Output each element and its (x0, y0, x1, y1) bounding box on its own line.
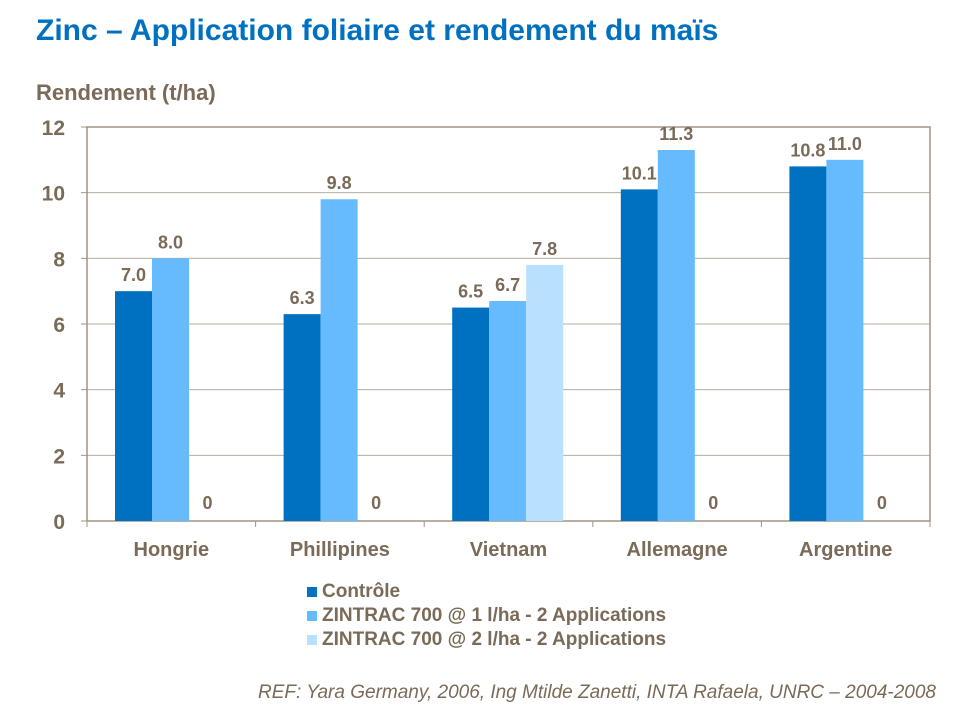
y-axis-label: Rendement (t/ha) (36, 80, 216, 105)
x-tick-label: Phillipines (290, 539, 390, 561)
data-label: 7.0 (121, 265, 146, 285)
data-label: 11.3 (659, 124, 693, 144)
data-label: 7.8 (532, 239, 557, 259)
bar (657, 149, 695, 521)
x-tick-label: Argentine (799, 539, 892, 561)
y-tick-label: 6 (53, 314, 65, 337)
legend-swatch (307, 611, 317, 621)
legend-label: ZINTRAC 700 @ 1 l/ha - 2 Applications (322, 605, 667, 626)
data-label: 6.7 (495, 275, 520, 295)
legend-swatch (307, 635, 317, 645)
data-label: 0 (708, 493, 718, 513)
bar (620, 189, 658, 521)
bar (152, 258, 189, 521)
bar (452, 307, 490, 521)
x-tick-label: Vietnam (470, 539, 547, 561)
bar (283, 314, 321, 521)
bar (489, 301, 527, 521)
bar-chart: 0 2 4 6 8 10 12 Hongrie 7.0 8.0 0 Phillipines 6.3 9.8… (42, 117, 931, 561)
bar (115, 291, 152, 521)
data-label: 6.3 (290, 288, 315, 308)
data-label: 0 (371, 493, 381, 513)
bar (789, 166, 827, 521)
legend-swatch (307, 587, 317, 597)
data-label: 9.8 (327, 173, 352, 193)
bar (320, 199, 358, 521)
legend-item-zintrac-1l: ZINTRAC 700 @ 1 l/ha - 2 Applications (307, 604, 666, 628)
y-tick-label: 12 (42, 117, 65, 140)
y-tick-label: 2 (53, 445, 65, 468)
data-label: 11.0 (828, 134, 862, 154)
data-label: 0 (877, 493, 887, 513)
bar (826, 159, 864, 522)
y-tick-label: 8 (53, 248, 65, 271)
data-label: 10.8 (790, 140, 825, 160)
data-label: 10.1 (622, 163, 657, 183)
data-label: 0 (202, 493, 212, 513)
y-tick-label: 0 (53, 511, 65, 534)
legend-label: ZINTRAC 700 @ 2 l/ha - 2 Applications (322, 629, 667, 650)
legend-label: Contrôle (322, 581, 401, 602)
y-tick-label: 10 (42, 183, 65, 206)
legend-item-controle: Contrôle (307, 580, 666, 604)
reference-note: REF: Yara Germany, 2006, Ing Mtilde Zane… (258, 682, 936, 703)
data-label: 6.5 (458, 282, 483, 302)
chart-title: Zinc – Application foliaire et rendement… (36, 14, 719, 47)
x-tick-label: Allemagne (627, 539, 728, 561)
y-tick-label: 4 (53, 380, 65, 403)
data-label: 8.0 (158, 232, 183, 252)
x-tick-label: Hongrie (134, 539, 210, 561)
bar (526, 264, 564, 521)
legend-item-zintrac-2l: ZINTRAC 700 @ 2 l/ha - 2 Applications (307, 628, 666, 652)
legend: Contrôle ZINTRAC 700 @ 1 l/ha - 2 Applic… (307, 580, 666, 652)
